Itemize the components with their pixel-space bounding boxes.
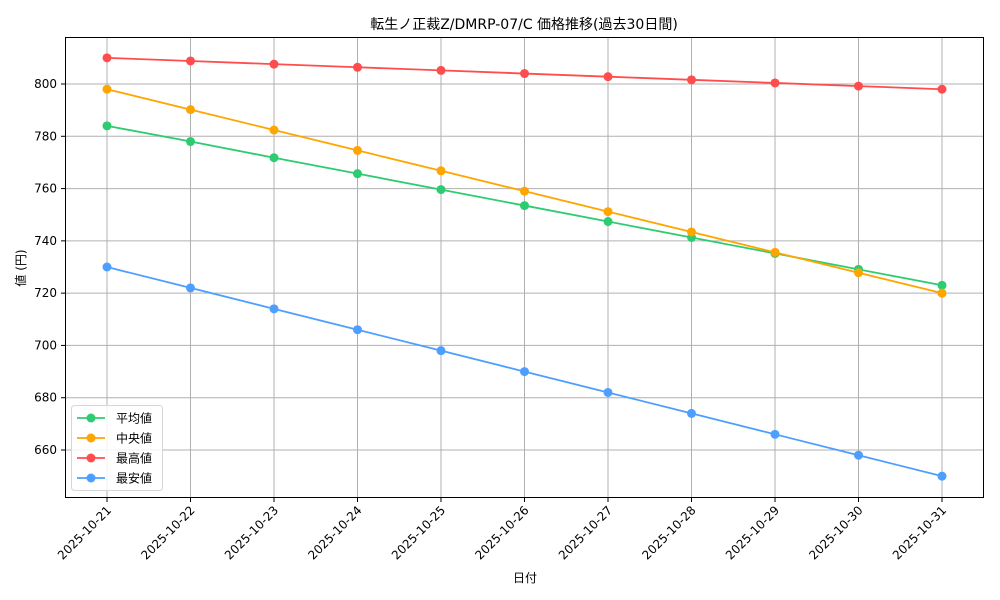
data-point (854, 268, 863, 278)
data-point (186, 105, 195, 115)
data-point (102, 84, 112, 94)
data-point (353, 325, 362, 335)
series-2 (102, 53, 947, 94)
legend-label: 最安値 (116, 471, 152, 486)
data-point (102, 262, 112, 272)
data-point (269, 59, 279, 69)
data-point (603, 207, 613, 217)
x-tick-label: 2025-10-24 (305, 503, 364, 562)
y-tick-label: 740 (34, 234, 57, 248)
legend-label: 最高値 (116, 451, 152, 466)
data-point (937, 84, 947, 94)
data-point (269, 153, 279, 163)
data-point (436, 185, 446, 195)
data-point (520, 201, 529, 211)
chart-title: 転生ノ正裁Z/DMRP-07/C 価格推移(過去30日間) (370, 17, 678, 33)
legend-box (71, 405, 163, 491)
x-tick-label: 2025-10-22 (138, 503, 197, 562)
legend-label: 中央値 (116, 431, 152, 446)
x-axis-ticks: 2025-10-21 2025-10-22 2025-10-23 2025-10-24… (55, 497, 949, 562)
data-point (102, 53, 112, 63)
y-tick-label: 780 (34, 129, 57, 143)
legend-item: 平均値 (77, 411, 152, 426)
data-point (186, 137, 195, 147)
legend-item: 最高値 (77, 451, 152, 466)
data-point (269, 304, 279, 314)
x-tick-label: 2025-10-25 (389, 503, 448, 562)
data-point (520, 69, 529, 79)
legend-marker-icon (86, 413, 96, 423)
data-point (770, 78, 780, 88)
legend-marker-icon (86, 473, 96, 483)
legend-label: 平均値 (116, 411, 152, 426)
data-point (603, 217, 613, 227)
data-point (770, 247, 780, 257)
legend-marker-icon (86, 433, 96, 443)
y-tick-label: 680 (34, 391, 57, 405)
data-point (937, 280, 947, 290)
data-point (102, 121, 112, 131)
x-tick-label: 2025-10-26 (472, 503, 531, 562)
data-point (603, 387, 613, 397)
y-tick-label: 660 (34, 443, 57, 457)
data-point (854, 81, 863, 91)
series-1 (102, 84, 947, 298)
legend-marker-icon (86, 453, 96, 463)
legend-item: 最安値 (77, 471, 152, 486)
data-point (520, 367, 529, 377)
series-layer (102, 53, 947, 481)
data-point (937, 288, 947, 298)
data-point (353, 62, 362, 72)
x-tick-label: 2025-10-21 (55, 503, 114, 562)
data-point (687, 227, 696, 237)
series-3 (102, 262, 947, 481)
x-tick-label: 2025-10-23 (222, 503, 281, 562)
data-point (436, 346, 446, 356)
data-point (603, 72, 613, 82)
data-point (854, 450, 863, 460)
data-point (436, 166, 446, 176)
data-point (687, 75, 696, 85)
x-axis-label: 日付 (513, 571, 537, 585)
x-tick-label: 2025-10-27 (556, 503, 615, 562)
y-tick-label: 720 (34, 286, 57, 300)
x-tick-label: 2025-10-29 (723, 503, 782, 562)
data-point (353, 145, 362, 155)
legend-item: 中央値 (77, 431, 152, 446)
data-point (186, 283, 195, 293)
x-tick-label: 2025-10-28 (639, 503, 698, 562)
y-tick-label: 760 (34, 182, 57, 196)
data-point (269, 125, 279, 135)
data-point (436, 65, 446, 75)
x-tick-label: 2025-10-31 (890, 503, 949, 562)
data-point (520, 186, 529, 196)
data-point (937, 471, 947, 481)
y-tick-label: 700 (34, 338, 57, 352)
data-point (186, 56, 195, 66)
data-point (353, 169, 362, 179)
data-point (687, 408, 696, 418)
y-axis-label: 値 (円) (13, 249, 28, 286)
data-point (770, 429, 780, 439)
y-tick-label: 800 (34, 77, 57, 91)
y-axis-ticks: 660 680 700 720 740 760 780 800 (34, 77, 66, 457)
x-tick-label: 2025-10-30 (806, 503, 865, 562)
